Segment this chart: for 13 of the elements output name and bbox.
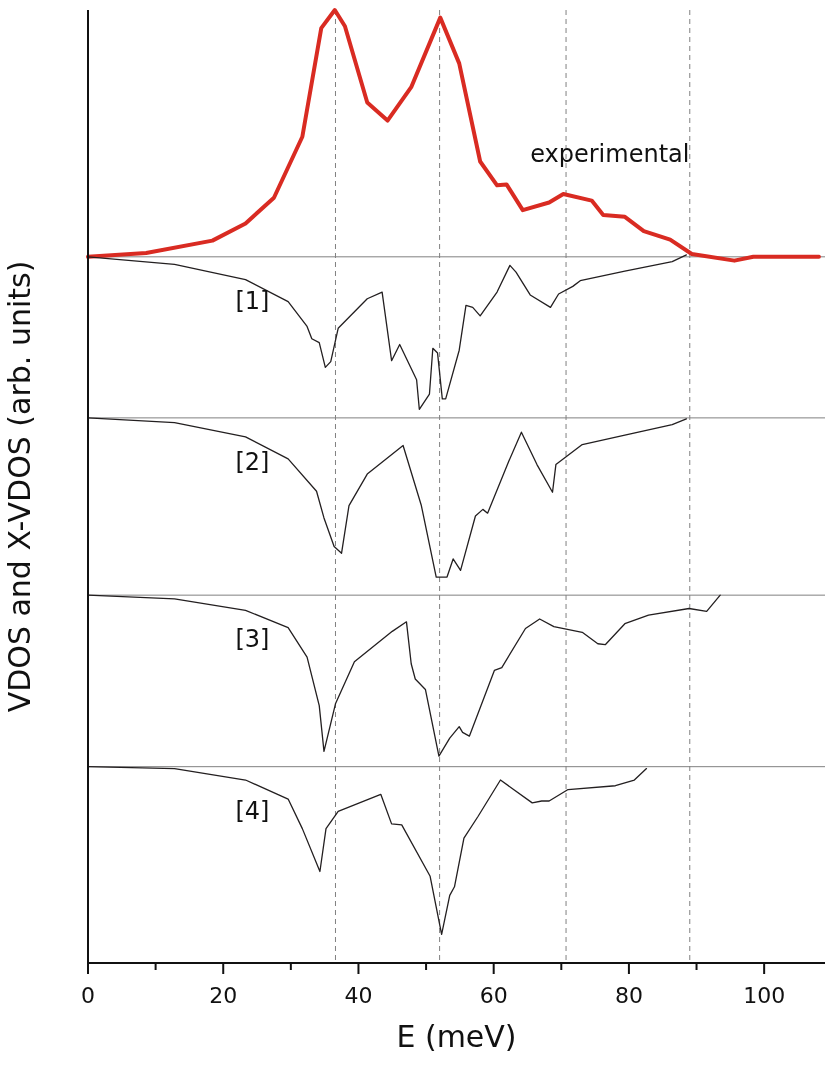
- series-label: [3]: [235, 625, 270, 654]
- x-tick-label: 0: [81, 983, 95, 1008]
- x-tick-label: 20: [209, 983, 238, 1008]
- x-tick-label: 100: [743, 983, 786, 1008]
- series-label: experimental: [530, 140, 690, 169]
- series-label: [4]: [235, 796, 270, 825]
- series-label: [2]: [235, 447, 270, 476]
- x-tick-label: 80: [614, 983, 643, 1008]
- x-tick-label: 40: [344, 983, 373, 1008]
- x-axis-title: E (meV): [396, 1019, 517, 1054]
- x-tick-label: 60: [479, 983, 508, 1008]
- series-label: [1]: [235, 286, 270, 315]
- y-axis-title: VDOS and X-VDOS (arb. units): [2, 260, 37, 713]
